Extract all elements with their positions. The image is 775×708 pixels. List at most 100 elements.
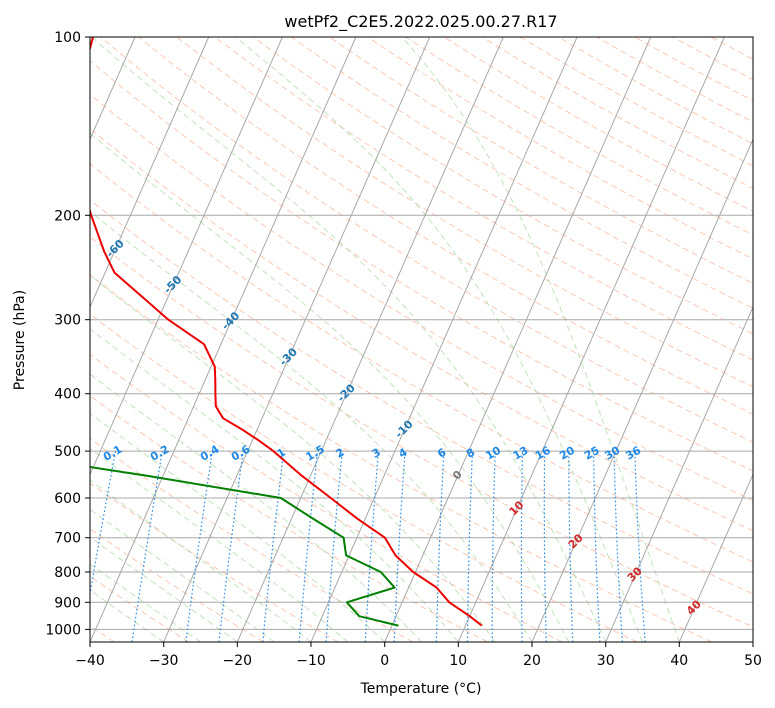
x-tick-label: 0 xyxy=(380,653,389,669)
y-axis-label: Pressure (hPa) xyxy=(12,290,28,390)
isotherm-line xyxy=(752,640,753,642)
dry-adiabat-line xyxy=(90,93,753,502)
mixing-ratio-label: 25 xyxy=(582,444,602,463)
isotherm-line xyxy=(531,138,753,642)
isotherm-label: -40 xyxy=(219,309,242,332)
isotherm-label: 10 xyxy=(507,498,527,518)
moist-adiabat-line xyxy=(90,589,164,642)
dry-adiabat-line xyxy=(90,127,753,532)
mixing-ratio-label: 0.4 xyxy=(198,442,222,463)
moist-adiabat-line xyxy=(90,479,312,642)
dry-adiabat-line xyxy=(214,37,753,361)
plot-area: 0.10.20.40.611.52346810131620253036-100-… xyxy=(0,37,753,642)
mixing-ratio-label: 10 xyxy=(483,444,503,463)
mixing-ratio-line xyxy=(634,451,646,642)
dry-adiabat-line xyxy=(710,37,753,60)
y-tick-label: 800 xyxy=(54,565,81,581)
isotherm-line xyxy=(90,37,210,309)
dry-adiabat-line xyxy=(90,482,339,642)
mixing-ratio-line xyxy=(466,451,474,642)
dry-adiabat-line xyxy=(90,528,264,642)
mixing-ratio-line xyxy=(218,451,244,642)
y-tick-label: 500 xyxy=(54,444,81,460)
x-tick-label: −40 xyxy=(75,653,105,669)
dry-adiabat-line xyxy=(367,37,753,260)
mixing-ratio-line xyxy=(131,451,163,642)
isotherm-label: 20 xyxy=(566,531,586,551)
y-tick-label: 900 xyxy=(54,595,81,611)
y-tick-label: 1000 xyxy=(45,622,81,638)
mixing-ratio-label: 13 xyxy=(511,444,531,463)
mixing-ratio-line xyxy=(298,451,319,642)
dry-adiabat-line xyxy=(90,163,753,563)
mixing-ratio-line xyxy=(393,451,406,642)
dry-adiabat-line xyxy=(90,60,753,472)
mixing-ratio-label: 20 xyxy=(557,444,577,463)
isotherm-line xyxy=(457,37,725,642)
isotherm-label: -20 xyxy=(335,381,358,404)
dry-adiabat-line xyxy=(672,37,753,81)
mixing-ratio-label: 0.2 xyxy=(148,443,171,464)
isotherm-line xyxy=(605,305,753,642)
dry-adiabat-line xyxy=(90,313,638,642)
mixing-ratio-label: 16 xyxy=(533,444,553,463)
dewpoint-profile-line xyxy=(90,466,399,627)
x-tick-label: 40 xyxy=(670,653,688,669)
isotherm-label: -30 xyxy=(277,345,300,368)
y-tick-label: 200 xyxy=(54,208,81,224)
isotherm-line xyxy=(310,37,578,642)
dry-adiabat-line xyxy=(596,37,753,123)
moist-adiabat-line xyxy=(235,37,643,642)
moist-adiabat-line xyxy=(90,328,459,642)
mixing-ratio-line xyxy=(435,451,445,642)
dry-adiabat-line xyxy=(90,575,190,642)
dry-adiabat-line xyxy=(90,395,488,642)
dry-adiabat-line xyxy=(443,37,753,212)
isotherm-label: 0 xyxy=(450,468,465,483)
mixing-ratio-label: 6 xyxy=(435,445,448,460)
moist-adiabat-line xyxy=(90,508,275,642)
dry-adiabat-line xyxy=(100,37,753,443)
x-axis-label: Temperature (°C) xyxy=(360,681,482,697)
mixing-ratio-label: 0.6 xyxy=(229,442,253,463)
isotherm-line xyxy=(90,37,357,642)
moist-adiabat-line xyxy=(90,563,201,642)
isotherm-label: -80 xyxy=(0,165,11,188)
dry-adiabat-line xyxy=(634,37,753,102)
mixing-ratio-line xyxy=(262,451,285,642)
moist-adiabat-line xyxy=(90,373,422,642)
mixing-ratio-label: 3 xyxy=(370,446,383,461)
isotherm-line xyxy=(678,473,753,642)
dry-adiabat-line xyxy=(252,37,753,335)
temperature-profile-line xyxy=(90,37,483,627)
dry-adiabat-line xyxy=(176,37,753,388)
axis-ticks: −40 −30 −20 −10 0 10 20 30 40 5010020030040050060… xyxy=(45,30,762,669)
isotherm-line xyxy=(90,37,283,476)
isotherm-line xyxy=(163,37,431,642)
moist-adiabat-line xyxy=(90,536,238,642)
isotherm-label: 40 xyxy=(684,597,704,617)
mixing-ratio-line xyxy=(364,451,380,642)
x-tick-label: −10 xyxy=(296,653,326,669)
plot-frame xyxy=(89,36,754,643)
y-tick-label: 100 xyxy=(54,30,81,46)
isotherm-label: -10 xyxy=(392,417,415,440)
y-tick-label: 400 xyxy=(54,387,81,403)
mixing-ratio-label: 2 xyxy=(333,446,346,461)
x-tick-label: 30 xyxy=(597,653,615,669)
dry-adiabat-line xyxy=(90,199,753,595)
moist-adiabat-line xyxy=(90,274,496,642)
moist-adiabat-line xyxy=(90,210,533,642)
mixing-ratio-line xyxy=(593,451,601,642)
isotherm-line xyxy=(236,37,504,642)
dry-adiabat-line xyxy=(329,37,753,284)
dry-adiabat-line xyxy=(90,274,712,642)
mixing-ratio-label: 8 xyxy=(464,446,477,461)
x-tick-label: 50 xyxy=(744,653,762,669)
mixing-ratio-label: 30 xyxy=(603,444,623,463)
dry-adiabat-line xyxy=(519,37,753,167)
dry-adiabat-line xyxy=(90,236,753,628)
mixing-ratio-label: 4 xyxy=(396,445,409,460)
mixing-ratio-line xyxy=(90,450,117,598)
